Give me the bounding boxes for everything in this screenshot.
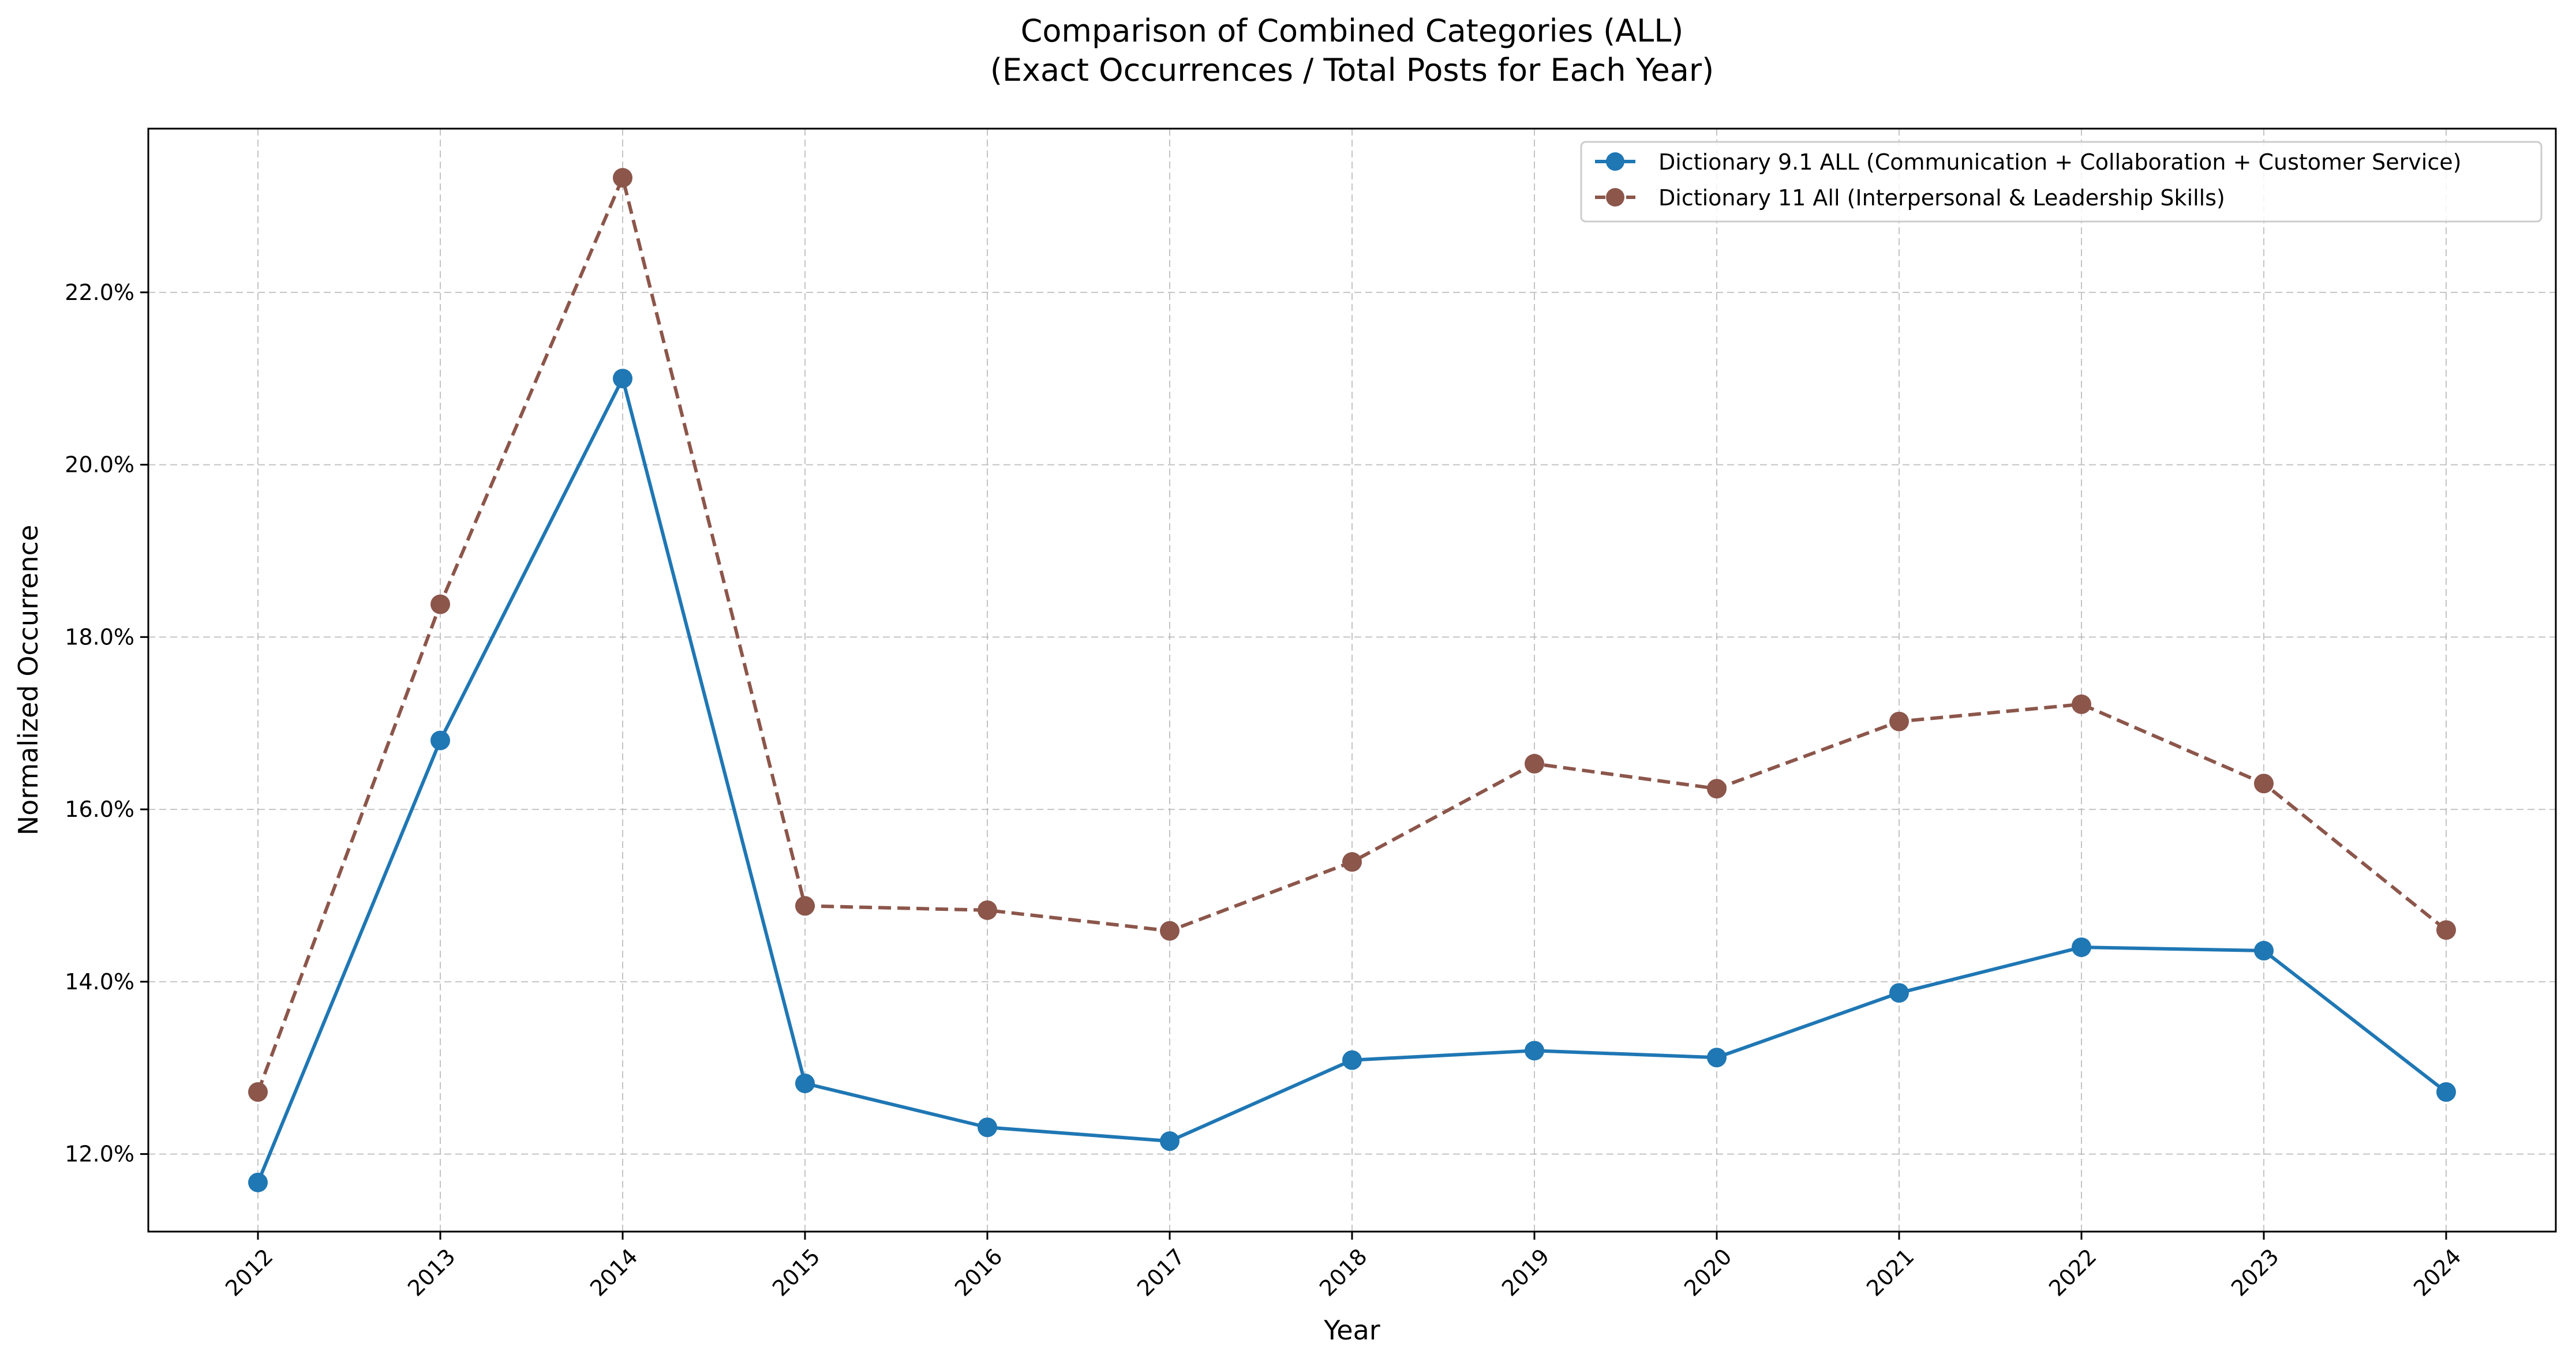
legend-box [1580,141,2543,223]
series-2-point-2013 [430,594,450,614]
series-2-point-2024 [2436,920,2456,940]
series-1-point-2022 [2072,937,2091,958]
series-2-point-2014 [613,168,632,188]
series-2-point-2018 [1342,852,1362,872]
series-2-point-2021 [1889,711,1909,731]
y-tick-label-4: 20.0% [65,452,134,478]
series-2-point-2022 [2072,694,2091,714]
y-tick-label-1: 14.0% [65,969,134,995]
series-1-point-2014 [613,369,632,389]
series-1-point-2012 [248,1172,268,1192]
series-1-point-2013 [430,730,450,750]
legend-marker-series-1 [1606,152,1624,171]
series-1-point-2019 [1525,1041,1544,1061]
series-1-point-2021 [1889,983,1909,1003]
y-tick-label-0: 12.0% [65,1142,134,1167]
series-1-point-2015 [795,1074,815,1094]
plot-frame [147,127,2557,1233]
legend-label-series-1: Dictionary 9.1 ALL (Communication + Coll… [1658,149,2461,175]
legend-label-series-2: Dictionary 11 All (Interpersonal & Leade… [1658,185,2225,211]
series-1-point-2016 [978,1117,997,1138]
series-1-point-2024 [2436,1082,2456,1102]
legend-marker-series-2 [1606,188,1624,207]
grid-lines [148,129,2556,1232]
chart-subtitle: (Exact Occurrences / Total Posts for Eac… [990,52,1714,88]
series-1-point-2023 [2254,941,2274,961]
chart-title: Comparison of Combined Categories (ALL) [1021,13,1684,49]
y-tick-label-2: 16.0% [65,797,134,822]
y-axis-ticks: 12.0% 14.0% 16.0% 18.0% 20.0% 22.0% [65,280,148,1167]
series-1-point-2020 [1707,1048,1727,1068]
series-2-point-2015 [795,896,815,916]
series-2-point-2019 [1525,753,1544,774]
legend: Dictionary 9.1 ALL (Communication + Coll… [1580,141,2543,223]
y-tick-label-3: 18.0% [65,624,134,650]
y-axis-label: Normalized Occurrence [13,525,44,835]
x-axis-label: Year [1323,1315,1380,1346]
series-1-point-2017 [1160,1131,1180,1151]
data-series [248,168,2456,1192]
series-2-point-2017 [1160,921,1180,941]
series-2-point-2023 [2254,774,2274,794]
series-1-point-2018 [1342,1050,1362,1070]
series-2-point-2020 [1707,779,1727,799]
series-2-point-2012 [248,1082,268,1102]
y-tick-label-5: 22.0% [65,280,134,305]
series-2-point-2016 [978,900,997,920]
